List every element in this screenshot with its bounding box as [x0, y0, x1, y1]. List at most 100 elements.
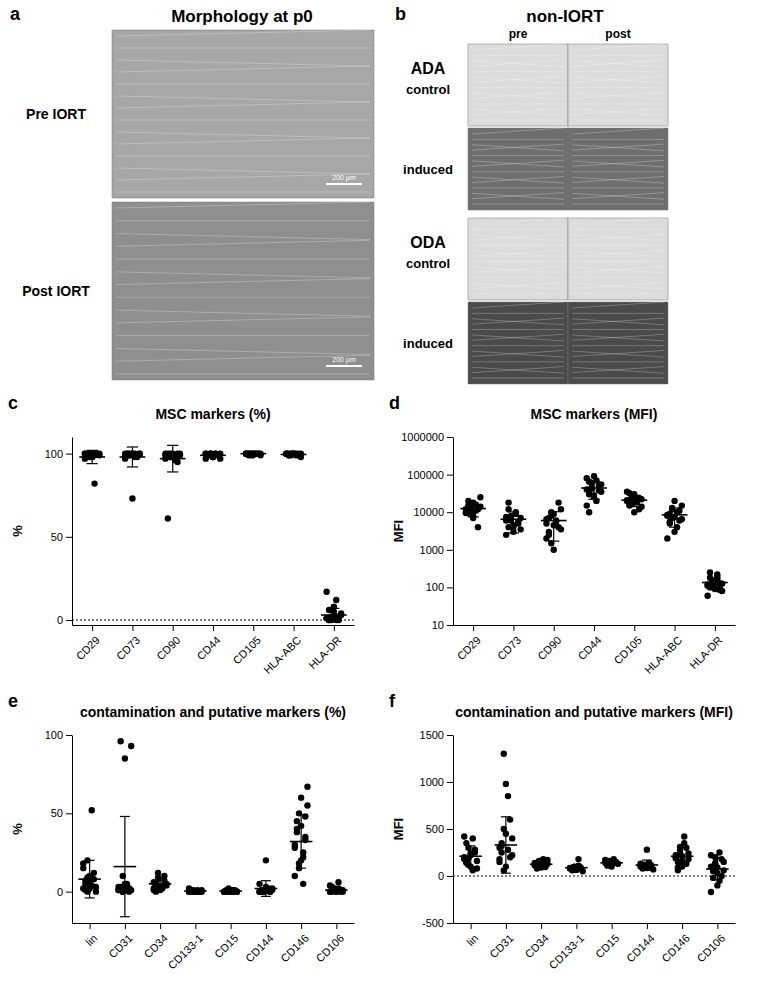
data-point	[716, 587, 722, 593]
data-point	[136, 450, 142, 456]
texture-line	[472, 351, 564, 357]
panel-letter: b	[395, 4, 406, 24]
panel-a: aMorphology at p0Pre IORT200 µmPost IORT…	[10, 4, 374, 380]
data-point	[544, 857, 550, 863]
tick-label: CD29	[74, 634, 102, 662]
texture-line	[472, 283, 564, 289]
tick-label: 100	[45, 448, 63, 460]
texture-line	[472, 218, 564, 224]
texture-line	[472, 120, 564, 121]
tick-label: CD31	[106, 932, 134, 960]
texture-line	[472, 267, 564, 273]
texture-line	[472, 350, 564, 356]
sd-cap	[167, 471, 178, 472]
texture-line	[572, 367, 664, 373]
texture-line	[472, 345, 564, 346]
sd-cap	[712, 858, 722, 859]
tick-label: 0	[57, 614, 63, 626]
texture-line	[116, 192, 370, 193]
texture-line	[572, 229, 664, 230]
tick-label: -500	[422, 917, 444, 929]
y-tick: 100	[45, 729, 72, 741]
tick-label: CD90	[154, 634, 182, 662]
texture-line	[572, 193, 664, 199]
axis-line	[453, 736, 454, 924]
tick-label: CD106	[694, 932, 727, 965]
texture-line	[572, 187, 664, 188]
sd-cap	[328, 608, 339, 609]
sd-cap	[536, 861, 546, 862]
texture-line	[572, 204, 664, 205]
sd-cap	[120, 916, 130, 917]
data-point	[558, 526, 564, 532]
tick-mark	[66, 620, 72, 621]
data-point	[300, 881, 306, 887]
texture-line	[472, 367, 564, 373]
image-texture	[572, 44, 664, 120]
image-placeholder	[568, 44, 668, 126]
data-point	[298, 794, 304, 800]
texture-line	[572, 76, 664, 82]
tick-mark	[715, 625, 716, 631]
sd-cap	[127, 446, 138, 447]
texture-line	[116, 335, 370, 336]
x-tick: CD15	[212, 923, 240, 960]
tick-label: 500	[426, 823, 444, 835]
image-texture	[472, 302, 564, 378]
sd-whisker	[682, 847, 683, 865]
texture-line	[472, 60, 564, 66]
y-axis: 050100	[45, 438, 73, 627]
tick-label: HLA-DR	[306, 634, 343, 671]
sd-whisker	[541, 861, 542, 867]
data-point	[667, 519, 673, 525]
texture-line	[116, 297, 370, 298]
row-label: Post IORT	[22, 283, 90, 299]
x-tick: CD44	[194, 625, 222, 662]
data-point	[323, 589, 329, 595]
sd-cap	[642, 860, 652, 861]
sd-cap	[331, 886, 341, 887]
tick-mark	[447, 475, 453, 476]
data-point	[80, 860, 86, 866]
texture-line	[472, 245, 564, 246]
tick-mark	[717, 923, 718, 929]
image-placeholder	[112, 30, 374, 198]
plot-area	[78, 738, 347, 917]
row-label: Pre IORT	[26, 106, 86, 122]
x-tick: HLA-DR	[306, 625, 343, 671]
texture-line	[572, 77, 664, 83]
data-point	[501, 751, 507, 757]
tick-mark	[66, 454, 72, 455]
texture-line	[472, 229, 564, 230]
tick-mark	[447, 625, 453, 626]
axis-title: MFI	[391, 520, 406, 542]
sd-whisker	[89, 860, 90, 898]
reference-line	[453, 876, 735, 877]
texture-line	[572, 235, 664, 241]
chart-d: dMSC markers (MFI)1010010001000010000010…	[389, 393, 736, 676]
data-point	[477, 494, 483, 500]
texture-line	[572, 378, 664, 379]
data-point	[683, 861, 689, 867]
texture-line	[472, 318, 564, 324]
tick-label: CD144	[243, 932, 276, 965]
data-point	[333, 597, 339, 603]
data-point	[498, 843, 504, 849]
texture-line	[116, 240, 370, 246]
tick-label: CD73	[114, 634, 142, 662]
tick-label: 1000	[420, 544, 444, 556]
tick-label: HLA-ABC	[261, 634, 303, 676]
sd-cap	[207, 453, 218, 454]
tick-label: CD15	[212, 932, 240, 960]
scale-bar	[326, 183, 362, 185]
error-bar	[541, 512, 567, 541]
sd-whisker	[265, 881, 266, 897]
sd-whisker	[646, 860, 647, 870]
texture-line	[116, 348, 370, 354]
mean-line	[200, 455, 226, 457]
sd-cap	[87, 463, 98, 464]
tick-label: CD44	[575, 634, 603, 662]
tick-label: HLA-ABC	[642, 634, 684, 676]
sd-whisker	[92, 450, 93, 463]
tick-mark	[447, 512, 453, 513]
